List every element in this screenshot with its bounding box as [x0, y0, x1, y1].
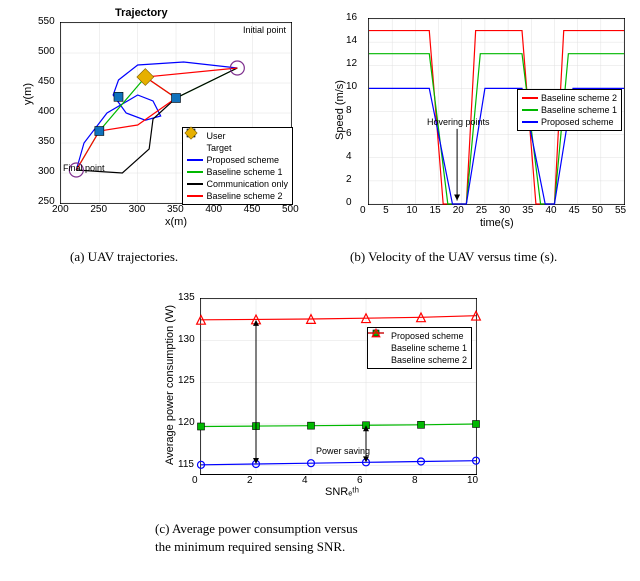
- captionA: (a) UAV trajectories.: [70, 248, 178, 266]
- figC-annot-saving: Power saving: [316, 446, 370, 456]
- figC-xlabel: SNRₑᵗʰ: [325, 486, 359, 498]
- figC-container: Power saving Proposed schemeBaseline sch…: [150, 290, 490, 510]
- figB-xlabel: time(s): [480, 217, 514, 229]
- figA-annot-initial: Initial point: [243, 25, 286, 35]
- captionB: (b) Velocity of the UAV versus time (s).: [350, 248, 557, 266]
- figA-legend: UserTargetProposed schemeBaseline scheme…: [182, 127, 293, 205]
- figB-annot-hover: Hovering points: [427, 117, 490, 127]
- captionC-2: the minimum required sensing SNR.: [155, 538, 485, 556]
- figB-ylabel: Speed (m/s): [334, 80, 346, 140]
- figC-plot: Power saving Proposed schemeBaseline sch…: [200, 298, 477, 475]
- figA-annot-final: Final point: [63, 163, 105, 173]
- figA-plot: Initial point Final point UserTargetProp…: [60, 22, 292, 204]
- figA-ylabel: y(m): [22, 83, 34, 105]
- figC-legend: Proposed schemeBaseline scheme 1Baseline…: [367, 327, 472, 369]
- figB-container: Hovering points Baseline scheme 2Baselin…: [330, 10, 630, 240]
- figA-xlabel: x(m): [165, 216, 187, 228]
- figA-container: Trajectory Initial point Final point Use…: [20, 10, 300, 240]
- figB-legend: Baseline scheme 2Baseline scheme 1Propos…: [517, 89, 622, 131]
- captionC-1: (c) Average power consumption versus: [155, 520, 485, 538]
- figC-ylabel: Average power consumption (W): [164, 305, 176, 465]
- figB-plot: Hovering points Baseline scheme 2Baselin…: [368, 18, 625, 205]
